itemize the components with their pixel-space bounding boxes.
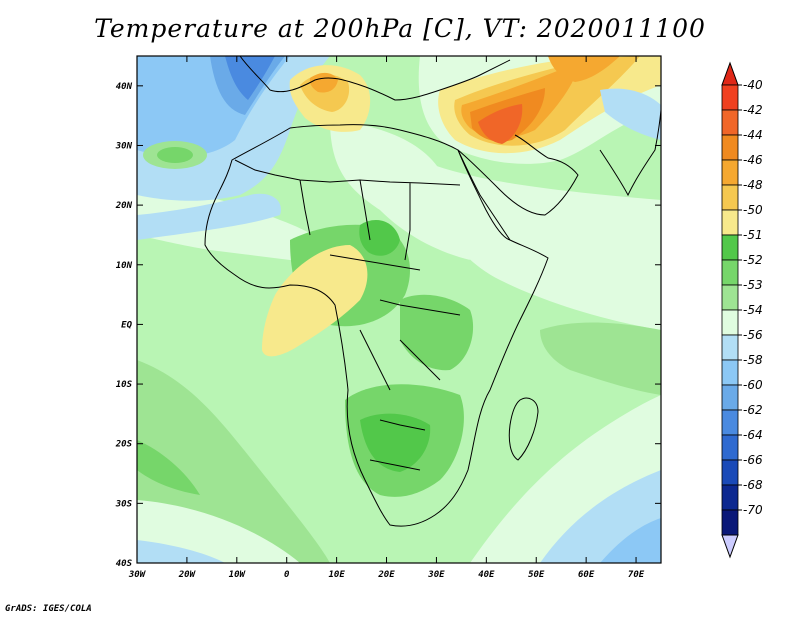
colorbar-swatch [721, 384, 739, 411]
field-region [262, 245, 368, 357]
field-region [137, 540, 225, 563]
colorbar-swatch [721, 234, 739, 261]
india-coastline [599, 109, 661, 197]
lon-tick-label: 20E [377, 570, 395, 580]
colorbar-swatch [721, 209, 739, 236]
colorbar-label: -54 [743, 303, 763, 317]
field-region [359, 220, 400, 256]
colorbar-swatch [721, 359, 739, 386]
plot-frame [136, 55, 662, 564]
chart-title: Temperature at 200hPa [C], VT: 202001110… [94, 14, 706, 43]
lat-tick-label: 30N [115, 141, 133, 151]
colorbar-label: -51 [743, 228, 763, 242]
lat-tick-label: 20N [115, 201, 133, 211]
field-region [157, 147, 193, 163]
field-region [330, 120, 470, 260]
colorbar: -40 -42 -44 -46 -48 -50 -51 -52 -53 -54 -56 -58 -60 -… [721, 61, 763, 559]
field-region [478, 104, 523, 144]
colorbar-label: -48 [743, 178, 763, 192]
lon-tick-label: 30W [128, 570, 147, 580]
lat-tick-label: 40N [116, 82, 133, 92]
field-region [420, 160, 661, 330]
colorbar-label: -56 [743, 328, 763, 342]
africa-coastline [204, 124, 549, 527]
field-region [548, 56, 620, 82]
longitude-axis: 30W 20W 10W 0 10E 20E 30E 40E 50E 60E 70E [128, 56, 645, 580]
colorbar-swatch [721, 434, 739, 461]
field-region [600, 88, 661, 140]
lon-tick-label: 60E [578, 570, 595, 580]
lon-tick-label: 30E [427, 570, 445, 580]
colorbar-label: -70 [743, 503, 763, 517]
field-region [540, 322, 661, 395]
colorbar-label: -40 [743, 78, 763, 92]
grads-credit: GrADS: IGES/COLA [5, 604, 92, 614]
coastlines [204, 56, 661, 527]
lon-tick-label: 10E [328, 570, 345, 580]
colorbar-label: -58 [743, 353, 763, 367]
colorbar-swatch [721, 459, 739, 486]
lon-tick-label: 10W [229, 570, 247, 580]
lat-tick-label: EQ [121, 320, 132, 330]
colorbar-swatch [721, 334, 739, 361]
colorbar-swatch [721, 484, 739, 511]
field-region [360, 413, 431, 472]
lon-tick-label: 20W [178, 570, 197, 580]
colorbar-label: -62 [743, 403, 763, 417]
colorbar-swatch [721, 259, 739, 286]
colorbar-label: -52 [743, 253, 763, 267]
field-region [600, 518, 661, 563]
lat-tick-label: 40S [116, 559, 133, 569]
europe-coastline [239, 56, 511, 101]
colorbar-label: -44 [743, 128, 763, 142]
lat-tick-label: 30S [115, 499, 133, 509]
latitude-axis: 40N 30N 20N 10N EQ 10S 20S 30S 40S [115, 82, 661, 569]
colorbar-swatch [721, 84, 739, 111]
colorbar-bottom-arrow [721, 534, 739, 559]
country-borders [234, 159, 461, 471]
colorbar-label: -66 [743, 453, 763, 467]
colorbar-swatch [721, 409, 739, 436]
field-region [137, 440, 200, 495]
colorbar-label: -64 [743, 428, 763, 442]
colorbar-swatch [721, 159, 739, 186]
colorbar-swatch [721, 134, 739, 161]
lat-tick-label: 10S [116, 380, 133, 390]
colorbar-label: -42 [743, 103, 763, 117]
lat-tick-label: 20S [115, 440, 133, 450]
lat-tick-label: 10N [116, 261, 133, 271]
temperature-field [137, 56, 661, 563]
field-region [225, 56, 275, 100]
arabia-coastline [457, 134, 579, 216]
lon-tick-label: 0 [284, 570, 290, 580]
lon-tick-label: 50E [528, 570, 545, 580]
colorbar-label: -53 [743, 278, 763, 292]
colorbar-top-arrow [721, 61, 739, 86]
lon-tick-label: 70E [628, 570, 645, 580]
colorbar-label: -68 [743, 478, 763, 492]
colorbar-swatch [721, 109, 739, 136]
red-sea [457, 149, 511, 241]
colorbar-label: -50 [743, 203, 763, 217]
colorbar-swatch [721, 309, 739, 336]
colorbar-label: -46 [743, 153, 763, 167]
colorbar-label: -60 [743, 378, 763, 392]
colorbar-swatch [721, 509, 739, 536]
madagascar-coastline [508, 397, 539, 461]
lon-tick-label: 40E [478, 570, 495, 580]
colorbar-swatch [721, 284, 739, 311]
colorbar-swatch [721, 184, 739, 211]
